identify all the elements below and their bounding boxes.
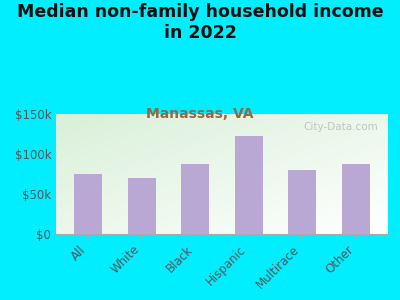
Text: Manassas, VA: Manassas, VA [146, 106, 254, 121]
Text: Median non-family household income
in 2022: Median non-family household income in 20… [17, 3, 383, 42]
Bar [288, 170, 316, 234]
Text: City-Data.com: City-Data.com [303, 122, 378, 132]
Bar [181, 164, 209, 234]
Bar [74, 174, 102, 234]
Bar [128, 178, 156, 234]
Bar [342, 164, 370, 234]
Bar [235, 136, 263, 234]
